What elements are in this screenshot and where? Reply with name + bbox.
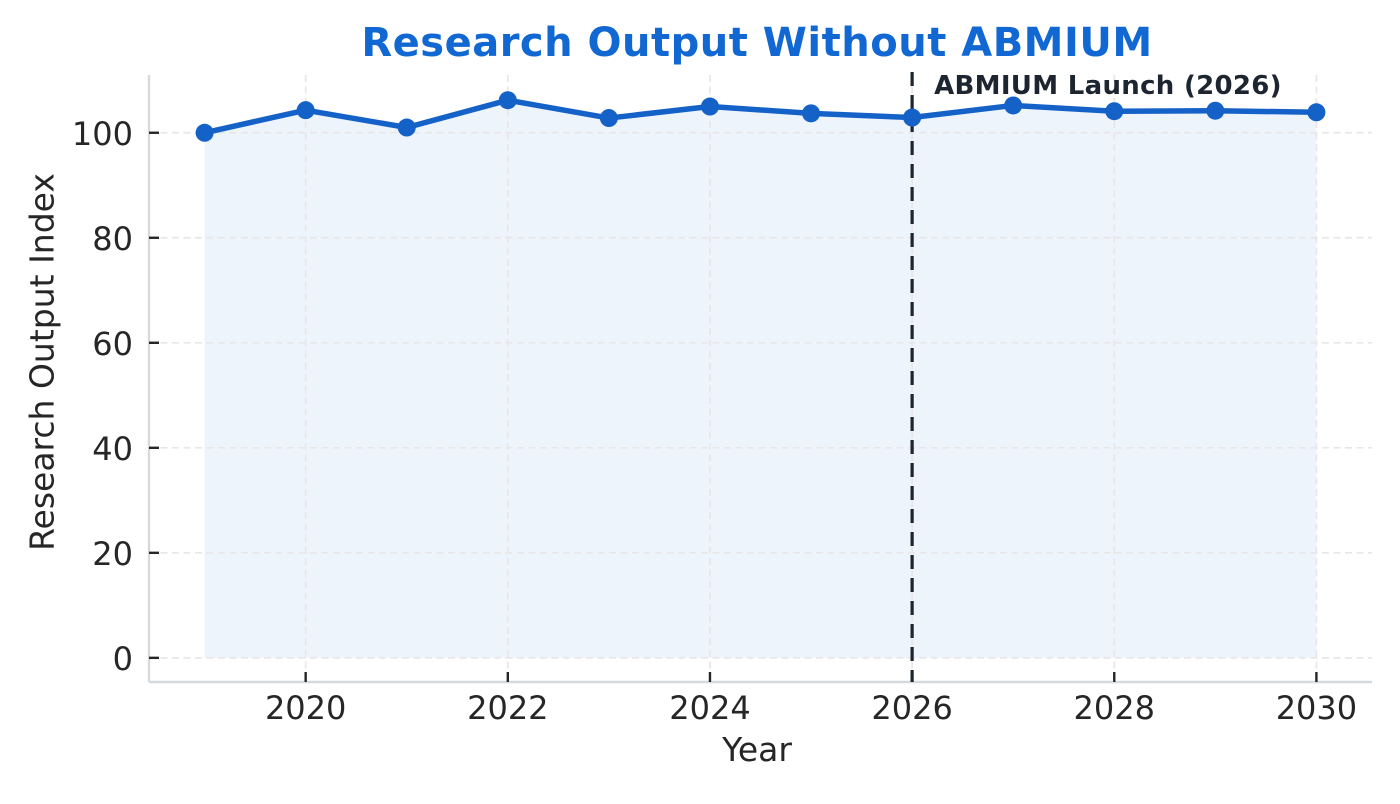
x-tick-label: 2028 <box>1074 689 1155 727</box>
x-tick-label: 2026 <box>871 689 952 727</box>
y-tick-label: 20 <box>92 535 133 573</box>
area-fill <box>204 100 1317 658</box>
data-point-marker <box>599 109 618 128</box>
annotation-label: ABMIUM Launch (2026) <box>934 71 1282 101</box>
data-point-marker <box>1307 103 1326 122</box>
x-tick-label: 2022 <box>467 689 548 727</box>
chart-title: Research Output Without ABMIUM <box>361 20 1153 66</box>
data-point-marker <box>498 91 517 110</box>
data-point-marker <box>1105 102 1124 121</box>
x-tick-label: 2024 <box>669 689 750 727</box>
data-point-marker <box>1004 96 1023 115</box>
x-axis-label: Year <box>722 730 792 769</box>
data-point-marker <box>195 123 214 142</box>
data-point-marker <box>903 108 922 127</box>
y-tick-label: 40 <box>92 430 133 468</box>
x-tick-label: 2030 <box>1276 689 1357 727</box>
y-axis-label: Research Output Index <box>22 173 62 551</box>
data-point-marker <box>1206 101 1225 120</box>
y-tick-label: 60 <box>92 325 133 363</box>
data-point-marker <box>802 104 821 123</box>
data-point-marker <box>296 101 315 120</box>
x-tick-label: 2020 <box>265 689 346 727</box>
data-point-marker <box>397 118 416 137</box>
y-tick-label: 80 <box>92 220 133 258</box>
research-output-line <box>201 97 1320 136</box>
y-tick-label: 100 <box>72 115 133 153</box>
data-point-marker <box>700 97 719 116</box>
y-tick-label: 0 <box>113 640 133 678</box>
